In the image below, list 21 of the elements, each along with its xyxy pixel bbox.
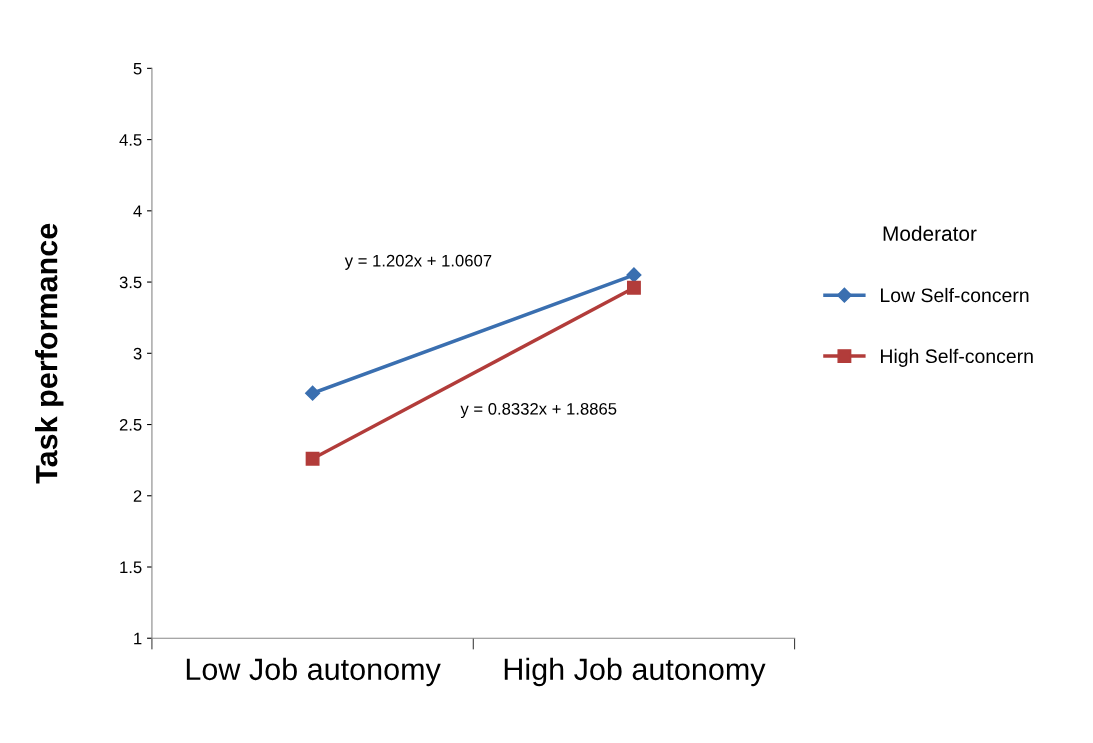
y-tick-label: 2.5 — [119, 418, 142, 431]
legend-label: Low Self-concern — [881, 287, 1029, 303]
y-tick-label: 5 — [133, 62, 142, 75]
y-axis-title: Task performance — [35, 223, 64, 484]
point — [305, 451, 320, 466]
point — [305, 385, 321, 401]
x-tick-label: High Job autonomy — [504, 657, 766, 687]
y-tick-label: 4 — [133, 205, 142, 217]
y-tick-label: 2 — [133, 490, 142, 502]
legend-title: Moderator — [883, 225, 977, 241]
annotation: y = 0.8332x + 1.8865 — [460, 402, 617, 419]
annotation: y = 1.202x + 1.0607 — [344, 254, 492, 270]
point — [626, 267, 642, 283]
point — [626, 280, 641, 295]
y-tick-label: 3.5 — [119, 276, 142, 289]
y-tick-label: 1.5 — [120, 561, 142, 574]
legend-label: High Self-concern — [881, 348, 1033, 367]
y-tick-label: 4.5 — [119, 134, 142, 146]
y-tick-label: 1 — [134, 632, 142, 645]
x-tick-label: Low Job autonomy — [186, 657, 441, 687]
y-tick-label: 3 — [133, 347, 142, 360]
